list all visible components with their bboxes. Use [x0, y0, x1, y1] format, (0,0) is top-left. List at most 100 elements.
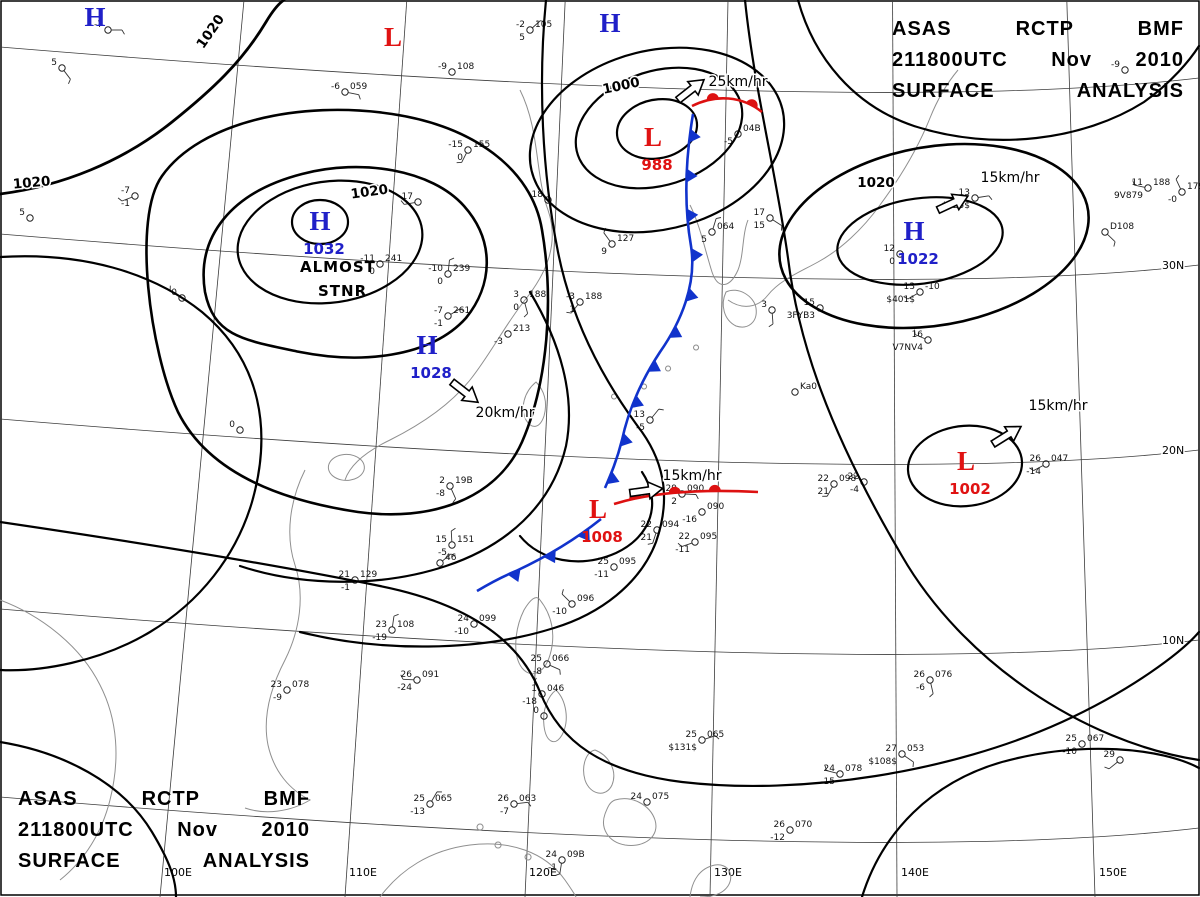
station-dewpoint: 9V879 — [1114, 191, 1143, 201]
coastline — [583, 749, 615, 794]
station-circle-icon — [698, 508, 706, 516]
station-temp: 15 — [436, 535, 447, 545]
station-circle-icon — [426, 800, 434, 808]
station-dewpoint: -13 — [410, 807, 425, 817]
station-pressure: 053 — [907, 744, 924, 754]
wind-barb-icon — [121, 196, 133, 202]
graticule-meridian — [709, 0, 729, 897]
station-pressure: 108 — [457, 62, 474, 72]
station-circle-icon — [388, 626, 396, 634]
station-temp: 22 — [818, 474, 829, 484]
station-temp: 25 — [414, 794, 425, 804]
station-circle-icon — [610, 563, 618, 571]
station-dewpoint: -16 — [682, 515, 697, 525]
coastline — [0, 599, 117, 881]
wind-barb-icon — [524, 302, 529, 314]
station-pressure: 067 — [1087, 734, 1104, 744]
station-pressure: 075 — [652, 792, 669, 802]
wind-barb-icon — [651, 408, 660, 418]
wind-barb-tick-icon — [903, 296, 909, 300]
station-pressure: 213 — [513, 324, 530, 334]
station-dewpoint: -11 — [675, 545, 690, 555]
station-dewpoint: 21 — [818, 487, 829, 497]
warm-front-marker-icon — [746, 99, 758, 109]
station-plot: 15 151 -5 — [436, 527, 474, 558]
wind-barb-icon — [978, 195, 989, 198]
station-circle-icon — [576, 298, 584, 306]
station-pressure: 261 — [453, 306, 470, 316]
station-dewpoint: -8 — [533, 667, 542, 677]
station-circle-icon — [691, 538, 699, 546]
isobar-label: 1000 — [601, 74, 641, 97]
pressure-center-value: 1002 — [949, 480, 991, 498]
station-dewpoint: 15 — [754, 221, 765, 231]
wind-barb-icon — [450, 488, 457, 499]
pressure-center-letter: L — [384, 22, 402, 52]
coastline — [476, 823, 532, 861]
station-pressure: 065 — [707, 730, 724, 740]
station-plot: 26 076 -6 — [914, 670, 952, 698]
station-pressure: 078 — [845, 764, 862, 774]
station-circle-icon — [283, 686, 291, 694]
isobar — [778, 142, 1090, 330]
station-plot: 26 047 -14 — [1026, 454, 1068, 477]
wind-barb-tick-icon — [715, 735, 720, 740]
station-temp: 23 — [376, 620, 387, 630]
parallel-label: 30N — [1162, 259, 1184, 272]
annotation-text: STNR — [318, 282, 367, 300]
meridian-label: 150E — [1099, 866, 1127, 879]
wind-barb-icon — [1106, 233, 1116, 243]
station-plot: -11 241 0 — [360, 254, 402, 277]
station-pressure: 188 — [1153, 178, 1170, 188]
station-temp: 3 — [513, 290, 519, 300]
station-circle-icon — [510, 800, 518, 808]
isobar — [528, 46, 786, 234]
coastline — [379, 843, 577, 897]
wind-barb-tick-icon — [523, 313, 528, 318]
cold-front-marker-icon — [620, 432, 633, 447]
station-circle-icon — [791, 388, 799, 396]
station-circle-icon — [924, 336, 932, 344]
station-pressure: 063 — [519, 794, 536, 804]
station-temp: 25 — [686, 730, 697, 740]
wind-barb-icon — [561, 593, 571, 603]
station-temp: 24 — [631, 792, 643, 802]
cold-front-marker-icon — [606, 471, 620, 485]
station-circle-icon — [558, 856, 566, 864]
station-pressure: 188 — [529, 290, 546, 300]
station-dewpoint: $108$ — [868, 757, 897, 767]
title-line-2: 211800UTC Nov 2010 — [18, 819, 310, 841]
station-pressure: 065 — [435, 794, 452, 804]
station-pressure: 094 — [662, 520, 679, 530]
station-temp: -2 — [516, 20, 525, 30]
meridian-label: 120E — [529, 866, 557, 879]
wind-barb-icon — [517, 801, 528, 805]
station-plot: 23 108 -19 — [372, 613, 414, 643]
station-temp: -11 — [360, 254, 375, 264]
pressure-center-letter: H — [903, 216, 924, 246]
wind-barb-tick-icon — [658, 408, 664, 411]
station-pressure: 127 — [617, 234, 634, 244]
station-plot: 16 V7NV4 — [893, 329, 932, 353]
wind-barb-icon — [431, 791, 438, 802]
station-dewpoint: -10 — [1062, 747, 1077, 757]
station-circle-icon — [1116, 756, 1124, 764]
station-circle-icon — [58, 64, 66, 72]
station-temp: 2 — [439, 476, 445, 486]
station-pressure: 090 — [687, 484, 704, 494]
station-plot: 26 091 -24 — [397, 670, 439, 693]
station-temp: -6 — [331, 82, 340, 92]
station-temp: -15 — [448, 140, 463, 150]
station-plot: 25 065 $131$ — [668, 730, 724, 753]
station-plot: 24 075 — [631, 792, 669, 806]
station-plot: -6 059 — [331, 82, 367, 100]
isobar — [0, 740, 178, 897]
wind-barb-icon — [1175, 179, 1182, 190]
cold-front-marker-icon — [669, 325, 683, 338]
wind-barb-icon — [447, 260, 450, 271]
movement-arrow-icon — [990, 425, 1023, 449]
station-plot: 24 09B -1 — [546, 850, 585, 877]
